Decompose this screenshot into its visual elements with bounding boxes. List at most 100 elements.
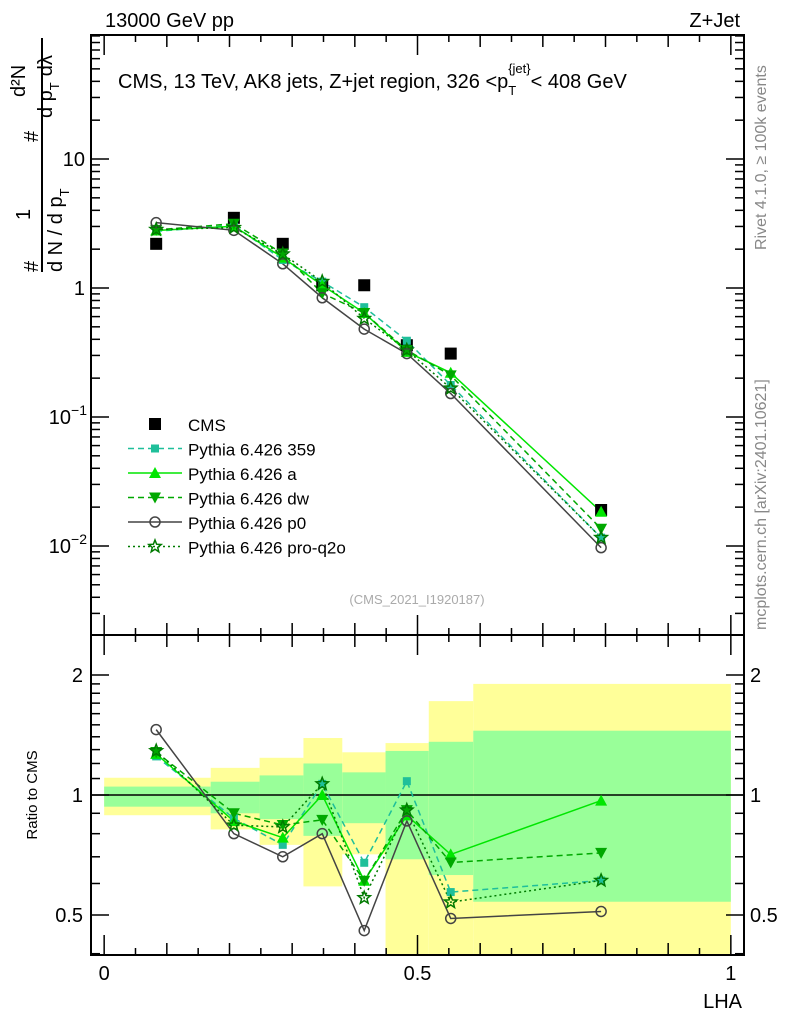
band-stat [473, 730, 731, 902]
circle-marker [358, 323, 370, 335]
circle-marker [358, 924, 370, 937]
x-tick-label: 0 [99, 963, 110, 985]
circle-marker [277, 851, 289, 863]
svg-text:d pTdλ: d pTdλ [35, 55, 62, 118]
star-marker [592, 871, 610, 888]
x-axis-label: LHA [703, 991, 743, 1013]
series-line-ratio [155, 753, 602, 883]
svg-text:#: # [21, 260, 43, 272]
circle-marker [149, 516, 161, 528]
smallsquare-marker [597, 876, 606, 885]
triup-marker [595, 505, 608, 517]
side-text-mcplots: mcplots.cern.ch [arXiv:2401.10621] [753, 379, 770, 630]
star-marker [225, 816, 243, 833]
star-marker [356, 889, 373, 905]
circle-marker [228, 224, 240, 237]
triup-marker [276, 831, 289, 843]
svg-text:#: # [21, 130, 43, 142]
ratio-y-tick-label-right: 2 [750, 665, 761, 687]
plot-title: CMS, 13 TeV, AK8 jets, Z+jet region, 326… [118, 61, 627, 98]
series-line-main [156, 222, 602, 530]
triup-marker [595, 794, 608, 806]
tridown-marker [149, 492, 161, 504]
star-marker [442, 379, 459, 396]
svg-text:d²N: d²N [8, 65, 30, 97]
series-lines [155, 221, 602, 933]
legend-label: CMS [188, 416, 226, 435]
ratio-y-tick-label: 2 [72, 665, 83, 687]
square-marker [276, 237, 289, 250]
circle-marker [401, 347, 413, 360]
star-marker [274, 245, 291, 262]
smallsquare-marker [402, 777, 411, 786]
smallsquare-marker [402, 336, 411, 345]
star-marker [398, 801, 415, 818]
legend-label: Pythia 6.426 a [188, 465, 297, 484]
series-markers [148, 211, 610, 937]
legend-label: Pythia 6.426 p0 [188, 514, 306, 533]
legend: CMS Pythia 6.426 359 Pythia 6.426 a Pythia … [128, 416, 346, 558]
series-line-ratio [155, 729, 602, 933]
ratio-bands [91, 683, 744, 955]
star-marker [274, 818, 291, 834]
legend-label: Pythia 6.426 dw [188, 490, 310, 509]
ratio-y-tick-label: 0.5 [55, 905, 83, 927]
tridown-marker [150, 747, 163, 759]
ratio-y-tick-label-right: 0.5 [750, 905, 778, 927]
y-tick-label: 1 [74, 278, 85, 300]
smallsquare-marker [446, 888, 455, 897]
series-line-ratio [155, 750, 602, 903]
tridown-marker [276, 820, 289, 832]
smallsquare-marker [446, 380, 455, 389]
tridown-marker [316, 814, 329, 826]
ratio-y-tick-label-right: 1 [750, 785, 761, 807]
svg-text:1: 1 [13, 209, 35, 220]
tridown-marker [444, 857, 457, 869]
y-tick-label: 10−2 [49, 531, 87, 558]
analysis-id: (CMS_2021_I1920187) [349, 592, 484, 607]
star-marker [398, 341, 415, 358]
tridown-marker [316, 288, 329, 300]
circle-marker [595, 541, 607, 554]
square-marker [149, 418, 161, 430]
circle-marker [316, 292, 328, 304]
circle-marker [444, 387, 457, 400]
x-tick-label: 0.5 [404, 963, 432, 985]
star-marker [442, 893, 459, 910]
triup-marker [149, 467, 161, 478]
triup-marker [316, 789, 329, 801]
header-right: Z+Jet [689, 10, 740, 32]
star-marker [148, 742, 165, 758]
tridown-marker [595, 847, 608, 859]
tridown-marker [227, 218, 240, 230]
smallsquare-marker [278, 840, 287, 849]
smallsquare-marker [151, 444, 159, 453]
tridown-marker [358, 875, 371, 887]
legend-label: Pythia 6.426 pro-q2o [188, 539, 346, 558]
band-stat [342, 772, 386, 824]
tridown-marker [227, 808, 240, 820]
circle-marker [316, 827, 328, 840]
smallsquare-marker [318, 779, 327, 788]
circle-marker [595, 905, 607, 918]
y-tick-label: 10−1 [49, 402, 87, 429]
smallsquare-marker [360, 858, 369, 867]
y-axis-label: # 1 d N / d pT # d²N d pTdλ [8, 38, 72, 272]
star-marker [225, 219, 243, 235]
star-marker [148, 220, 165, 237]
star-marker [356, 309, 373, 326]
svg-text:d N / d pT: d N / d pT [45, 188, 72, 272]
circle-marker [444, 912, 457, 925]
circle-marker [277, 258, 289, 270]
tridown-marker [444, 370, 457, 382]
triup-marker [444, 848, 457, 860]
series-line-ratio [155, 751, 602, 883]
square-marker [444, 347, 457, 360]
header-left: 13000 GeV pp [105, 10, 234, 32]
ratio-y-tick-label: 1 [72, 785, 83, 807]
y-tick-label: 10 [63, 149, 85, 171]
side-text-rivet: Rivet 4.1.0, ≥ 100k events [753, 65, 770, 250]
square-marker [150, 237, 163, 250]
legend-label: Pythia 6.426 359 [188, 441, 316, 460]
